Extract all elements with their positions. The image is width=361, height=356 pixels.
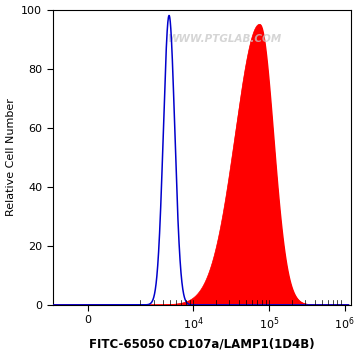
Text: WWW.PTGLAB.COM: WWW.PTGLAB.COM — [168, 34, 283, 44]
X-axis label: FITC-65050 CD107a/LAMP1(1D4B): FITC-65050 CD107a/LAMP1(1D4B) — [89, 337, 314, 350]
Y-axis label: Relative Cell Number: Relative Cell Number — [5, 98, 16, 216]
